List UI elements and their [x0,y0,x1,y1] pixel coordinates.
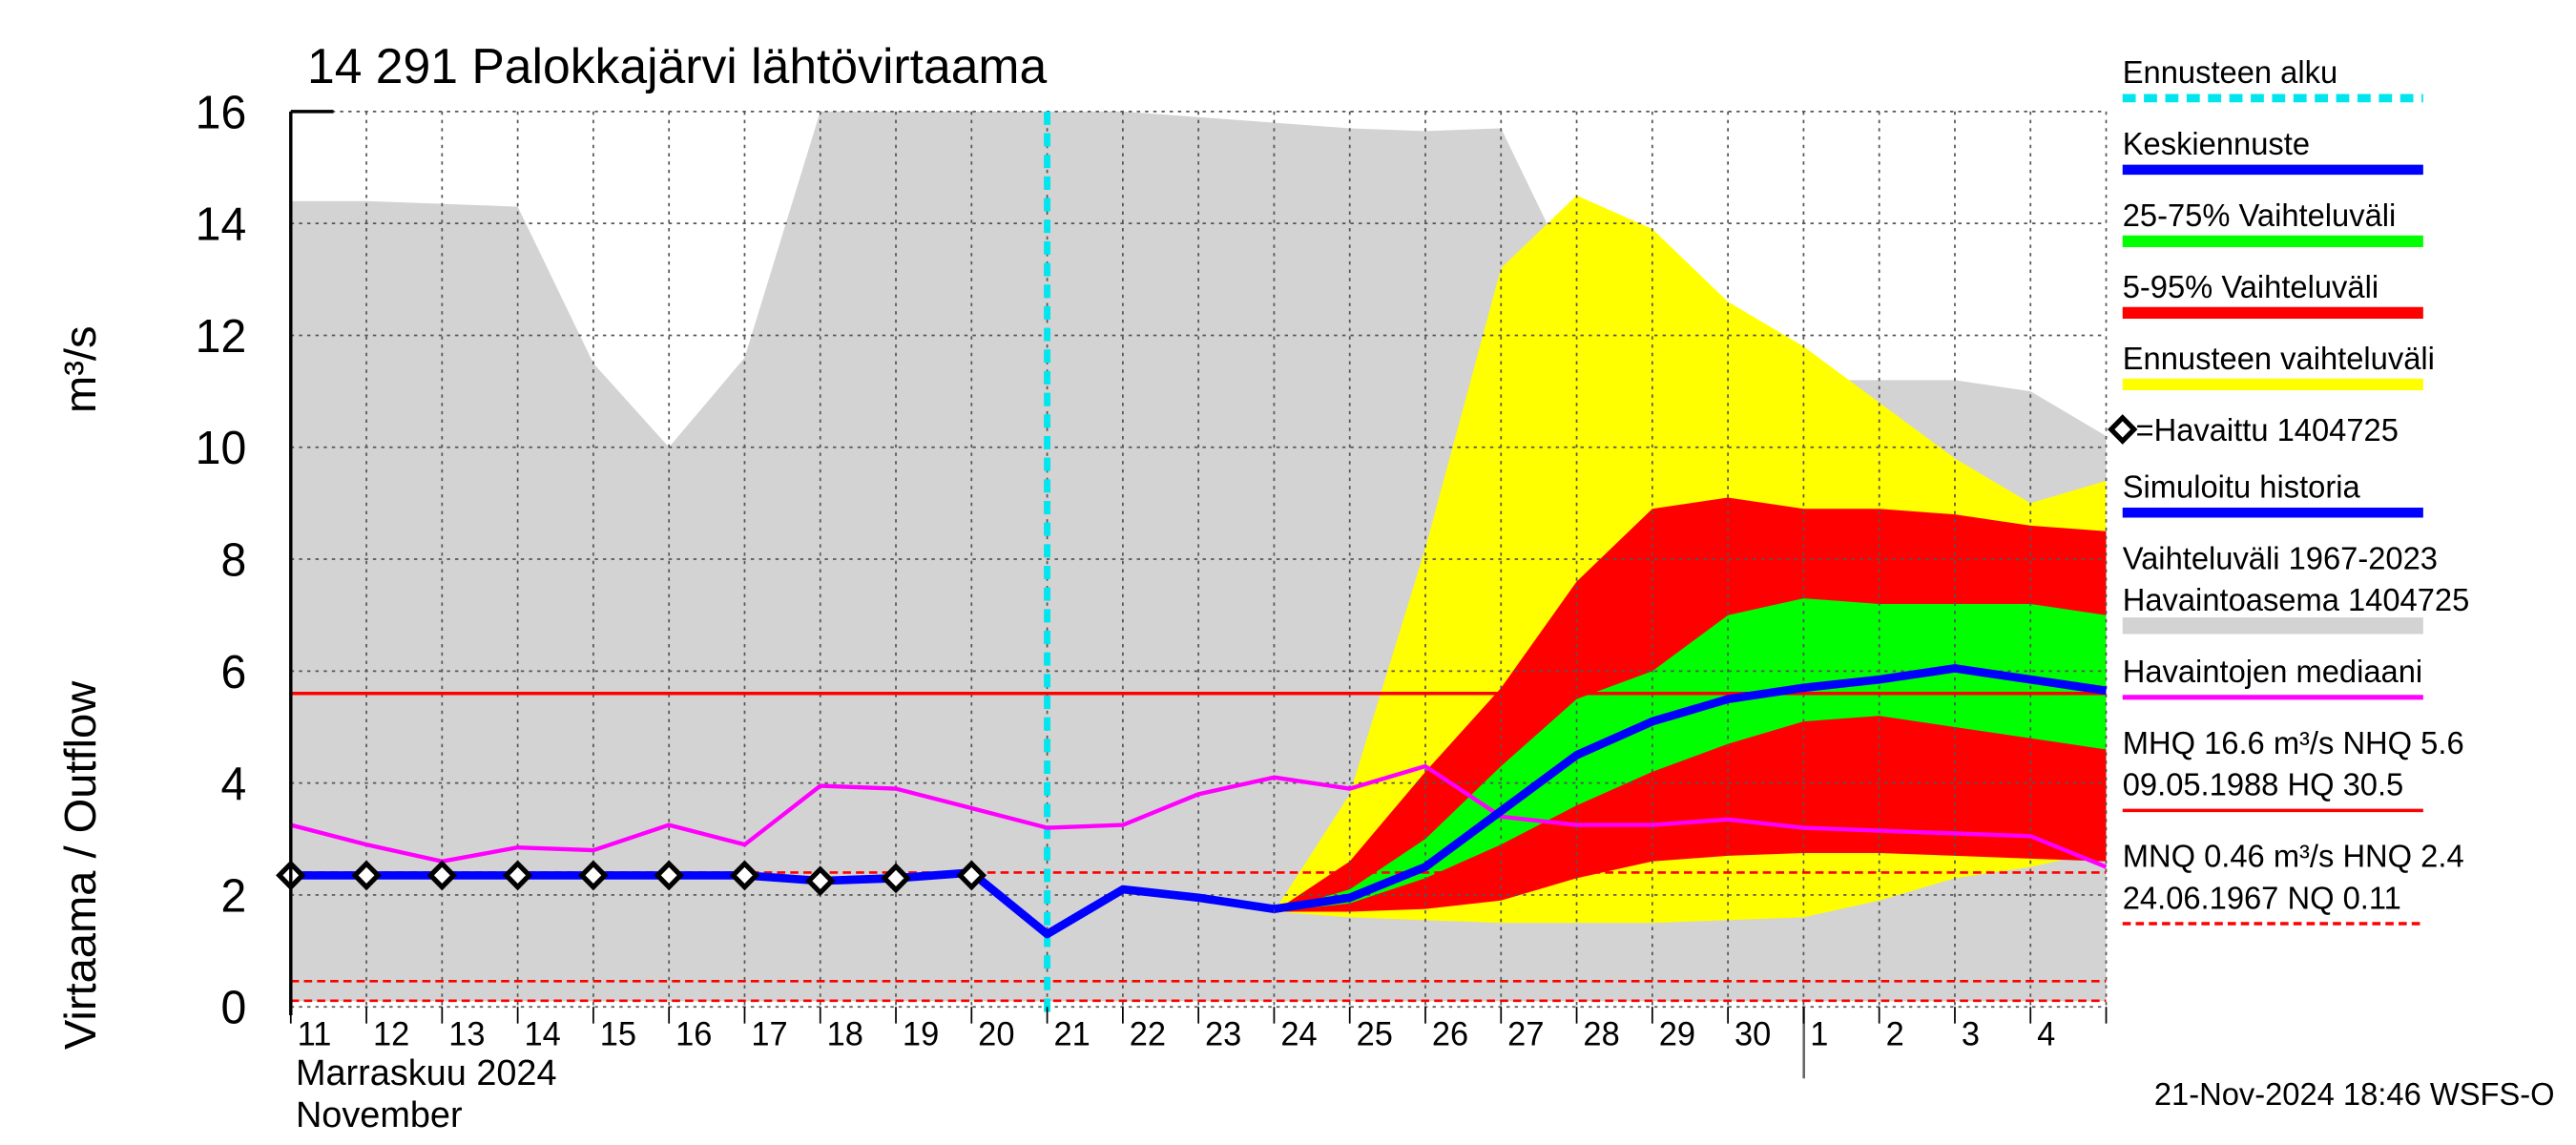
legend-label: MNQ 0.46 m³/s HNQ 2.4 [2123,839,2464,874]
legend-label: 25-75% Vaihteluväli [2123,198,2397,233]
y-tick-label: 16 [196,87,247,138]
footer: 21-Nov-2024 18:46 WSFS-O [2154,1076,2555,1112]
observed-point [578,860,609,891]
x-axis-label: Marraskuu 2024 [296,1052,557,1093]
series-line [290,763,2108,869]
legend-label: =Havaittu 1404725 [2136,412,2399,448]
x-tick-label: 30 [1735,1016,1771,1052]
x-tick-label: 23 [1205,1016,1241,1052]
x-tick-label: 16 [675,1016,712,1052]
observed-point [956,860,987,891]
x-tick-label: 1 [1810,1016,1828,1052]
x-tick-label: 14 [525,1016,561,1052]
legend-label: Havaintojen mediaani [2123,654,2422,689]
chart-title: 14 291 Palokkajärvi lähtövirtaama [307,39,1047,94]
observed-point [654,860,684,891]
legend-label: Keskiennuste [2123,126,2310,161]
x-tick-label: 22 [1130,1016,1166,1052]
observed-point [426,860,458,891]
lines [276,111,2108,1015]
x-tick-label: 17 [751,1016,787,1052]
observed-point [729,860,760,891]
observed-point [502,860,533,891]
x-tick-label: 11 [298,1016,332,1052]
legend-marker [2108,414,2138,445]
x-tick-label: 13 [448,1016,485,1052]
observed-point [881,863,911,894]
y-tick-label: 4 [220,759,246,810]
y-axis-unit: m³/s [55,325,105,413]
x-tick-label: 12 [373,1016,409,1052]
y-axis-label: Virtaama / Outflow [55,681,105,1051]
legend-label: Havaintoasema 1404725 [2123,582,2470,617]
x-tick-label: 24 [1280,1016,1317,1052]
x-tick-label: 3 [1962,1016,1980,1052]
observed-point [805,865,836,897]
y-tick-label: 0 [220,982,246,1033]
legend-label: 09.05.1988 HQ 30.5 [2123,767,2403,802]
y-tick-label: 2 [220,870,246,922]
legend-label: Ennusteen vaihteluväli [2123,341,2435,376]
legend-label: Vaihteluväli 1967-2023 [2123,540,2438,575]
x-tick-label: 20 [978,1016,1014,1052]
legend: Ennusteen alku Keskiennuste 25-75% Vaihtel… [2108,54,2470,926]
x-axis-label: November [296,1094,463,1135]
x-tick-label: 19 [903,1016,939,1052]
x-tick-label: 21 [1053,1016,1090,1052]
x-tick-label: 4 [2037,1016,2055,1052]
y-tick-label: 10 [196,423,247,474]
legend-label: Simuloitu historia [2123,468,2361,504]
x-tick-label: 28 [1583,1016,1619,1052]
x-tick-label: 27 [1507,1016,1544,1052]
observed-point [351,860,382,891]
legend-label: 24.06.1967 NQ 0.11 [2123,880,2401,915]
legend-label: MHQ 16.6 m³/s NHQ 5.6 [2123,725,2464,760]
y-tick-label: 6 [220,647,246,698]
x-tick-label: 29 [1659,1016,1695,1052]
legend-label: 5-95% Vaihteluväli [2123,269,2379,304]
x-tick-label: 25 [1357,1016,1393,1052]
legend-label: Ennusteen alku [2123,54,2337,90]
x-tick-label: 15 [600,1016,636,1052]
y-tick-label: 12 [196,311,247,363]
y-tick-label: 14 [196,198,247,250]
y-tick-label: 8 [220,534,246,586]
x-tick-label: 2 [1886,1016,1904,1052]
x-tick-label: 18 [827,1016,863,1052]
series-line [1273,664,2108,913]
x-tick-label: 26 [1432,1016,1468,1052]
